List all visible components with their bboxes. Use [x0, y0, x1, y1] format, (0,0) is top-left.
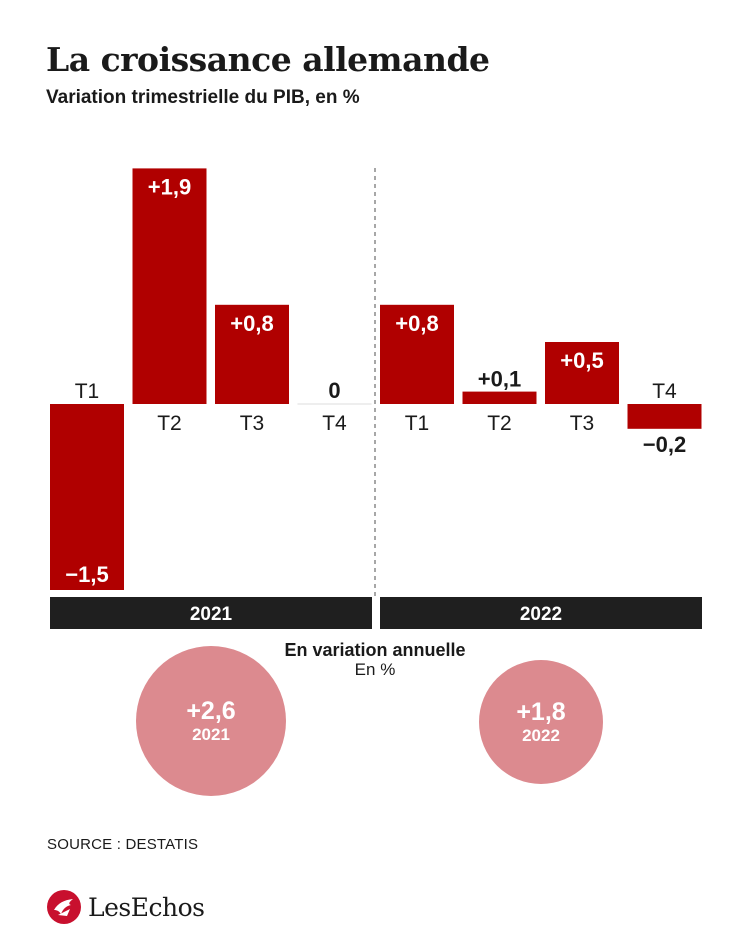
bar-2021-t3: [215, 304, 289, 404]
source-note: SOURCE : DESTATIS: [47, 836, 199, 853]
brand-logo: LesEchos: [46, 888, 205, 926]
value-label-2021-t2: +1,9: [148, 174, 191, 199]
year-band-2022: [380, 597, 702, 629]
value-label-2021-t3: +0,8: [230, 311, 273, 336]
chart-subtitle: Variation trimestrielle du PIB, en %: [46, 87, 360, 108]
bar-2022-t4: [627, 404, 702, 429]
annual-title: En variation annuelle: [284, 640, 466, 660]
annual-value-2022: +1,8: [516, 698, 566, 726]
value-label-2021-t4: 0: [328, 378, 340, 403]
year-label-2021: 2021: [190, 604, 233, 625]
annual-unit: En %: [354, 660, 396, 679]
category-label-2022-t2: T2: [487, 412, 512, 435]
brand-name: LesEchos: [88, 892, 205, 922]
les-echos-logo-icon: [47, 890, 81, 924]
category-label-2022-t4: T4: [652, 380, 677, 403]
bar-2022-t2: [462, 391, 537, 404]
annual-year-2021: 2021: [192, 725, 230, 744]
bar-2022-t1: [380, 304, 454, 404]
category-label-2021-t1: T1: [75, 380, 100, 403]
year-label-2022: 2022: [520, 604, 562, 625]
category-label-2022-t1: T1: [405, 412, 430, 435]
value-label-2022-t1: +0,8: [395, 311, 438, 336]
bar-2021-t2: [132, 168, 207, 404]
value-label-2022-t3: +0,5: [560, 348, 603, 373]
bar-2022-t3: [545, 342, 619, 404]
value-label-2022-t4: −0,2: [643, 432, 686, 457]
quarterly-gdp-chart: T1 −1,5 T2 +1,9 T3 +0,8 0 T4 2021 T1 +0,8 T2 +0,1 T3 +…: [50, 168, 702, 629]
chart-title: La croissance allemande: [46, 40, 490, 79]
category-label-2021-t3: T3: [240, 412, 265, 435]
category-label-2021-t4: T4: [322, 412, 347, 435]
annual-bubble-2022: +1,8 2022: [479, 660, 603, 784]
value-label-2022-t2: +0,1: [478, 367, 521, 392]
value-label-2021-t1: −1,5: [65, 562, 108, 587]
category-label-2022-t3: T3: [570, 412, 595, 435]
bar-2021-t1: [50, 404, 124, 590]
category-label-2021-t2: T2: [157, 412, 182, 435]
annual-year-2022: 2022: [522, 726, 560, 745]
year-band-2021: [50, 597, 372, 629]
annual-value-2021: +2,6: [186, 697, 236, 725]
annual-bubble-2021: +2,6 2021: [136, 646, 286, 796]
